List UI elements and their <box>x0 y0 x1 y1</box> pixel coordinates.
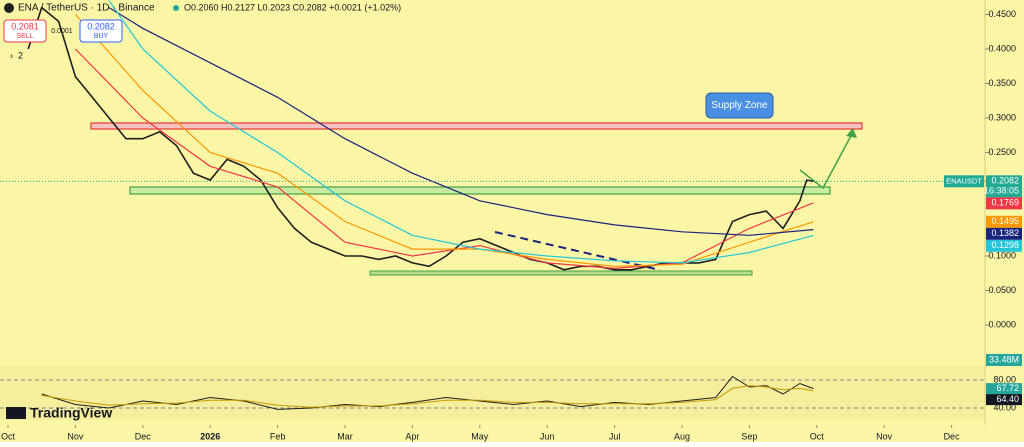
x-tick-label: Feb <box>270 431 286 441</box>
ohlc: O0.2060 H0.2127 L0.2023 C0.2082 +0.0021 … <box>184 2 401 12</box>
x-tick-label: Oct <box>810 431 825 441</box>
price-label: 0.1769 <box>991 198 1019 208</box>
price-box <box>986 227 1022 240</box>
x-tick-label: Dec <box>135 431 152 441</box>
supply-zone <box>90 122 863 130</box>
annotation-box <box>705 92 774 119</box>
price-box <box>986 215 1022 228</box>
symbol-icon <box>4 3 14 13</box>
buy-price: 0.2082 <box>87 21 115 31</box>
indicator-count: 2 <box>18 50 23 60</box>
arrow <box>799 131 854 190</box>
price-box <box>986 175 1022 198</box>
symbol-label: ENAUSDT <box>946 176 982 185</box>
y-tick-label: 0.3500 <box>988 78 1016 88</box>
y-tick-label: 0.0500 <box>988 285 1016 295</box>
status-dot <box>173 5 179 11</box>
x-tick-label: Aug <box>674 431 690 441</box>
rsi-box <box>986 383 1022 395</box>
rsi-label: 67.72 <box>996 383 1019 393</box>
symbol: ENA / TetherUS · 1D · Binance <box>18 3 155 14</box>
x-tick-label: Apr <box>405 431 419 441</box>
arrow-head <box>846 128 857 138</box>
price-label: 0.1495 <box>991 216 1019 226</box>
symbol-box <box>944 175 984 188</box>
price-box <box>986 197 1022 210</box>
annotation: Supply Zone <box>711 100 768 111</box>
spread: 0.0001 <box>51 28 73 35</box>
y-tick-label: 0.3000 <box>988 112 1016 122</box>
countdown: 16:38:05 <box>984 186 1019 196</box>
x-tick-label: Mar <box>337 431 353 441</box>
x-tick-label: Nov <box>876 431 893 441</box>
x-tick-label: May <box>471 431 489 441</box>
x-tick-label: Oct <box>1 431 16 441</box>
volume-box <box>986 354 1022 366</box>
x-tick-label: Nov <box>67 431 84 441</box>
price-label: 0.2082 <box>991 176 1019 186</box>
indicator-toggle[interactable]: › <box>10 50 13 60</box>
logo-icon <box>6 407 26 419</box>
rsi-tick-label: 80.00 <box>993 374 1016 384</box>
series-line <box>108 7 814 236</box>
support-zone <box>129 186 831 195</box>
support-line <box>369 270 753 276</box>
x-tick-label: Jul <box>609 431 621 441</box>
volume-label: 33.48M <box>989 354 1019 364</box>
price-box <box>986 239 1022 252</box>
trend-line <box>494 231 661 271</box>
y-tick-label: 0.1000 <box>988 250 1016 260</box>
x-tick-label: 2026 <box>200 431 220 441</box>
rsi-pane <box>0 366 985 420</box>
sell-label: SELL <box>16 33 33 40</box>
x-tick-label: Jun <box>540 431 555 441</box>
sell-button[interactable] <box>3 19 47 43</box>
x-tick-label: Dec <box>944 431 961 441</box>
sell-price: 0.2081 <box>11 21 39 31</box>
series-line <box>41 385 814 408</box>
rsi-tick-label: 40.00 <box>993 402 1016 412</box>
price-label: 0.1298 <box>991 240 1019 250</box>
brand: TradingView <box>30 405 112 421</box>
price-label: 0.1382 <box>991 228 1019 238</box>
y-tick-label: 0.0000 <box>988 319 1016 329</box>
series-line <box>27 6 814 271</box>
y-tick-label: 0.4000 <box>988 43 1016 53</box>
buy-label: BUY <box>94 33 109 40</box>
series-line <box>108 0 814 264</box>
y-tick-label: 0.2500 <box>988 147 1016 157</box>
x-tick-label: Sep <box>741 431 757 441</box>
rsi-box <box>986 394 1022 406</box>
buy-button[interactable] <box>79 19 123 43</box>
series-line <box>74 48 814 270</box>
y-tick-label: 0.4500 <box>988 9 1016 19</box>
rsi-label: 64.40 <box>996 394 1019 404</box>
